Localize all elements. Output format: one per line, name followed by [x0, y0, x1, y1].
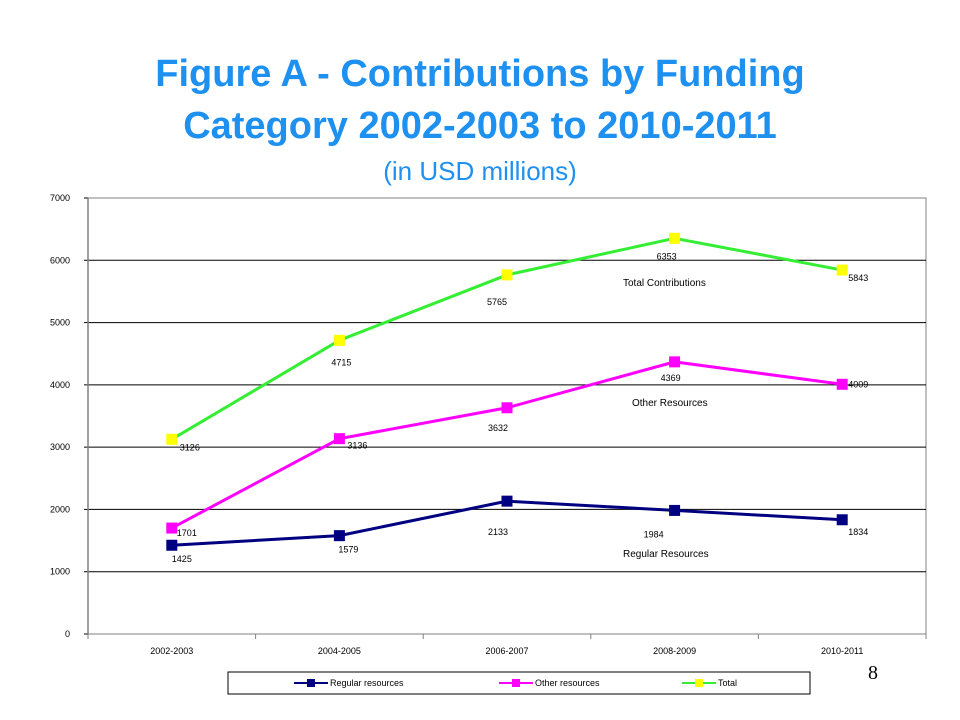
y-tick-label: 3000: [50, 442, 70, 452]
y-tick-label: 1000: [50, 567, 70, 577]
legend-marker-total: [695, 679, 703, 687]
other-marker: [669, 356, 681, 368]
other-data-label: 4009: [848, 379, 868, 389]
legend-marker-regular: [307, 679, 315, 687]
x-axis-tick-labels: 2002-2003 2004-2005 2006-2007 2008-2009 2010…: [150, 646, 863, 656]
other-marker: [166, 522, 178, 534]
other-data-label: 4369: [661, 373, 681, 383]
y-tick-label: 4000: [50, 380, 70, 390]
series-markers: [166, 232, 848, 551]
chart-subtitle: (in USD millions): [383, 156, 577, 186]
other-marker: [333, 433, 345, 445]
legend: Regular resources Other resources Total: [227, 671, 811, 695]
other-data-label: 1701: [177, 528, 197, 538]
chart-title-line1: Figure A - Contributions by Funding: [155, 53, 805, 95]
page-number: 8: [868, 662, 878, 684]
y-axis-tick-labels: 0 1000 2000 3000 4000 5000 6000 7000: [50, 193, 70, 639]
legend-label-other: Other resources: [535, 678, 600, 688]
total-data-label: 6353: [657, 251, 677, 261]
other-marker: [836, 378, 848, 390]
x-tick-label: 2002-2003: [150, 646, 193, 656]
regular-data-label: 1834: [848, 527, 868, 537]
regular-marker: [501, 495, 513, 507]
chart-title: Figure A - Contributions by Funding Cate…: [0, 48, 960, 152]
x-tick-label: 2006-2007: [485, 646, 528, 656]
total-marker: [333, 334, 345, 346]
annotation-total: Total Contributions: [623, 278, 706, 289]
chart-title-line2: Category 2002-2003 to 2010-2011: [183, 105, 777, 147]
total-data-label: 4715: [331, 357, 351, 367]
regular-data-label: 1984: [644, 529, 664, 539]
x-tick-label: 2010-2011: [821, 646, 863, 656]
y-tick-label: 7000: [50, 193, 70, 203]
annotation-other: Other Resources: [632, 398, 708, 409]
legend-marker-other: [512, 679, 520, 687]
legend-label-regular: Regular resources: [330, 678, 404, 688]
regular-marker: [669, 504, 681, 516]
regular-marker: [333, 530, 345, 542]
other-marker: [501, 402, 513, 414]
legend-items: Regular resources Other resources Total: [294, 678, 737, 688]
annotation-regular: Regular Resources: [623, 549, 709, 560]
regular-data-label: 1425: [172, 554, 192, 564]
y-tick-label: 0: [65, 629, 70, 639]
regular-data-label: 1579: [338, 545, 358, 555]
regular-data-label: 2133: [488, 527, 508, 537]
total-marker: [166, 433, 178, 445]
other-data-label: 3632: [488, 423, 508, 433]
y-tick-label: 6000: [50, 255, 70, 265]
other-data-label: 3136: [347, 441, 367, 451]
data-labels: 1425 1579 2133 1984 1834 1701 3136 3632 4369 4009…: [172, 251, 868, 564]
regular-marker: [836, 514, 848, 526]
y-tick-label: 2000: [50, 504, 70, 514]
total-data-label: 5843: [848, 273, 868, 283]
legend-label-total: Total: [718, 678, 737, 688]
x-tick-label: 2004-2005: [318, 646, 361, 656]
total-marker: [836, 264, 848, 276]
total-marker: [669, 232, 681, 244]
y-tick-label: 5000: [50, 318, 70, 328]
x-tick-label: 2008-2009: [653, 646, 696, 656]
total-data-label: 5765: [487, 297, 507, 307]
regular-marker: [166, 539, 178, 551]
total-marker: [501, 269, 513, 281]
total-data-label: 3126: [180, 442, 200, 452]
